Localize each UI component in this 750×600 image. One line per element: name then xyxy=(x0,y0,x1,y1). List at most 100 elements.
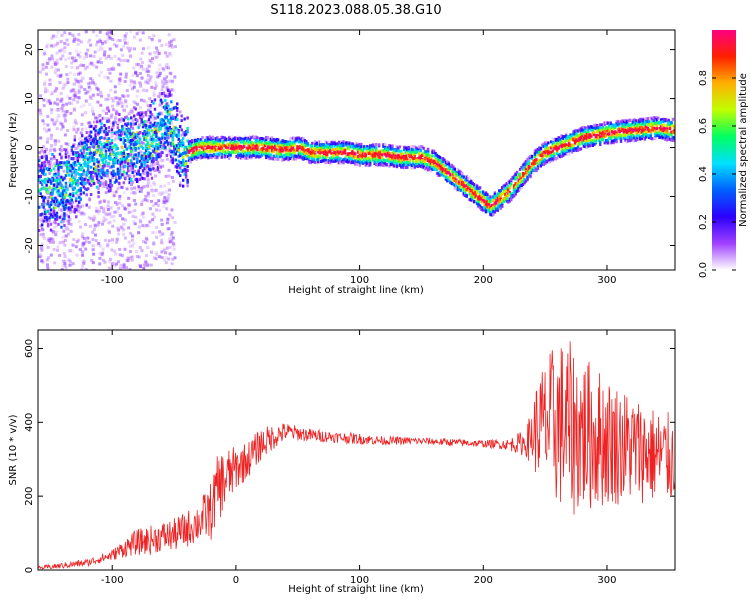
spectrogram-cell xyxy=(498,195,501,199)
spectrogram-cell xyxy=(135,157,139,161)
spectrogram-cell xyxy=(168,119,172,123)
spectrogram-cell xyxy=(76,156,79,160)
spectrogram-cell xyxy=(154,55,158,59)
spectrogram-cell xyxy=(138,166,142,170)
spectrogram-cell xyxy=(40,169,44,173)
spectrogram-cell xyxy=(72,176,75,180)
spectrogram-cell xyxy=(52,162,56,166)
spectrogram-cell xyxy=(71,87,75,91)
spectrogram-cell xyxy=(426,168,430,172)
spectrogram-cell xyxy=(110,125,114,129)
spectrogram-cell xyxy=(42,145,46,149)
spectrogram-cell xyxy=(293,136,296,140)
spectrogram-cell xyxy=(65,109,69,113)
spectrogram-cell xyxy=(170,129,173,133)
spectrogram-cell xyxy=(187,142,191,146)
spectrogram-cell xyxy=(412,148,415,152)
spectrogram-cell xyxy=(336,145,339,149)
spectrogram-cell xyxy=(472,193,476,197)
spectrogram-cell xyxy=(116,173,120,177)
spectrogram-cell xyxy=(386,152,390,156)
spectrogram-cell xyxy=(143,137,146,141)
spectrogram-cell xyxy=(63,238,67,242)
spectrogram-cell xyxy=(498,205,501,209)
spectrogram-cell xyxy=(475,189,479,193)
spectrogram-cell xyxy=(509,182,513,186)
spectrogram-cell xyxy=(80,268,84,270)
spectrogram-cell xyxy=(71,33,75,37)
spectrogram-cell xyxy=(169,233,173,237)
spectrogram-cell xyxy=(155,142,158,146)
spectrogram-cell xyxy=(302,155,305,159)
spectrogram-cell xyxy=(79,140,82,144)
spectrogram-cell xyxy=(95,177,99,181)
spectrogram-cell xyxy=(170,100,173,104)
spectrogram-cell xyxy=(112,172,115,176)
spectrogram-cell xyxy=(75,208,78,212)
spectrogram-cell xyxy=(95,158,99,162)
spectrogram-cell xyxy=(122,181,126,185)
spectrogram-cell xyxy=(272,138,275,142)
spectrogram-cell xyxy=(138,123,142,127)
spectrogram-cell xyxy=(115,103,119,107)
spectrogram-cell xyxy=(324,158,327,162)
spectrogram-cell xyxy=(358,163,362,167)
spectrogram-cell xyxy=(158,127,161,131)
spectrogram-cell xyxy=(150,142,154,146)
spectrogram-cell xyxy=(158,209,162,213)
spectrogram-cell xyxy=(254,155,258,159)
spectrogram-cell xyxy=(39,155,43,159)
spectrogram-cell xyxy=(104,218,108,222)
spectrogram-cell xyxy=(153,116,157,120)
spectrogram-cell xyxy=(127,169,130,173)
spectrogram-cell xyxy=(210,146,213,150)
spectrogram-cell xyxy=(85,164,88,168)
spectrogram-cell xyxy=(46,61,50,65)
spectrogram-cell xyxy=(119,133,123,137)
spectrogram-cell xyxy=(130,238,134,242)
spectrogram-cell xyxy=(251,143,255,147)
spectrogram-cell xyxy=(89,151,93,155)
spectrogram-cell xyxy=(159,144,163,148)
spectrogram-cell xyxy=(398,160,402,164)
spectrogram-cell xyxy=(118,213,122,217)
spectrogram-cell xyxy=(220,142,223,146)
spectrogram-cell xyxy=(84,155,87,159)
spectrogram-cell xyxy=(152,242,156,246)
spectrogram-cell xyxy=(198,151,201,155)
spectrogram-cell xyxy=(499,189,503,193)
spectrogram-cell xyxy=(39,166,42,170)
spectrogram-cell xyxy=(382,161,385,165)
spectrogram-cell xyxy=(196,150,200,154)
spectrogram-cell xyxy=(80,143,84,147)
spectrogram-cell xyxy=(113,85,117,89)
spectrogram-cell xyxy=(64,83,68,87)
spectrogram-cell xyxy=(56,109,60,113)
spectrogram-cell xyxy=(122,222,126,226)
spectrogram-cell xyxy=(70,145,74,149)
spectrogram-cell xyxy=(331,159,335,163)
spectrogram-cell xyxy=(64,191,68,195)
spectrogram-cell xyxy=(262,142,265,146)
spectrogram-cell xyxy=(273,147,277,151)
spectrogram-cell xyxy=(386,148,390,152)
spectrogram-cell xyxy=(101,116,105,120)
spectrogram-cell xyxy=(69,89,73,93)
spectrogram-cell xyxy=(317,146,320,150)
spectrogram-cell xyxy=(351,142,354,146)
spectrogram-cell xyxy=(79,181,82,185)
spectrogram-cell xyxy=(239,153,243,157)
spectrogram-cell xyxy=(441,160,445,164)
spectrogram-cell xyxy=(168,245,172,249)
spectrogram-cell xyxy=(167,181,171,185)
spectrogram-cell xyxy=(165,115,169,119)
spectrogram-cell xyxy=(56,68,60,72)
spectrogram-cell xyxy=(223,144,226,148)
spectrogram-cell xyxy=(125,32,129,36)
spectrogram-cell xyxy=(425,151,428,155)
spectrogram-cell xyxy=(170,107,173,111)
spectrogram-cell xyxy=(184,162,188,166)
spectrogram-cell xyxy=(91,153,94,157)
spectrogram-cell xyxy=(364,158,367,162)
spectrogram-cell xyxy=(135,139,139,143)
